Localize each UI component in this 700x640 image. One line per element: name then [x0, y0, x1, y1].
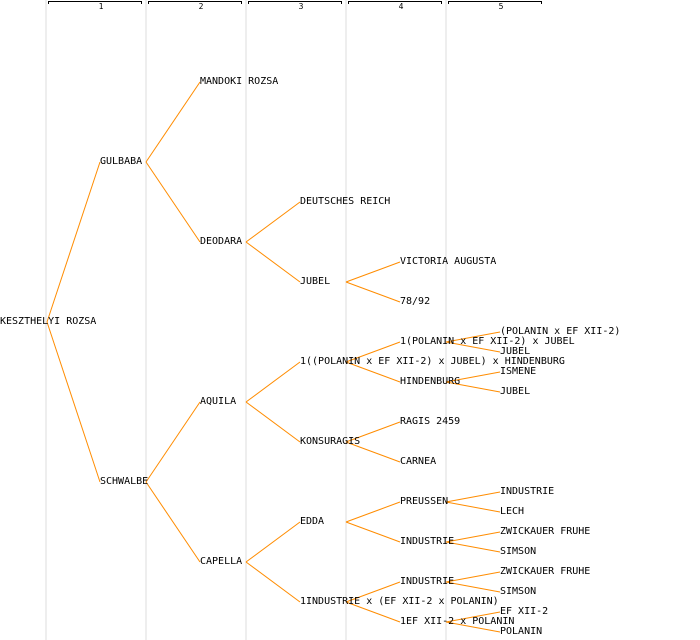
pedigree-node[interactable]: INDUSTRIE	[400, 536, 455, 547]
pedigree-node[interactable]: (POLANIN x EF XII-2)	[500, 326, 621, 337]
pedigree-node[interactable]: RAGIS 2459	[400, 416, 461, 427]
pedigree-link	[145, 481, 201, 563]
pedigree-link	[145, 401, 201, 483]
pedigree-link	[345, 581, 401, 603]
pedigree-node[interactable]: MANDOKI ROZSA	[200, 76, 279, 87]
pedigree-link	[445, 371, 501, 383]
pedigree-node[interactable]: 78/92	[400, 296, 431, 307]
pedigree-node[interactable]: CAPELLA	[200, 556, 243, 567]
pedigree-link	[46, 161, 101, 323]
pedigree-node[interactable]: CARNEA	[400, 456, 437, 467]
generation-label: 4	[398, 2, 404, 11]
pedigree-node[interactable]: JUBEL	[500, 346, 531, 357]
generation-label: 5	[498, 2, 504, 11]
pedigree-node[interactable]: INDUSTRIE	[400, 576, 455, 587]
pedigree-link	[145, 161, 201, 243]
pedigree-node[interactable]: JUBEL	[500, 386, 531, 397]
pedigree-node[interactable]: KESZTHELYI ROZSA	[0, 316, 97, 327]
pedigree-node[interactable]: VICTORIA AUGUSTA	[400, 256, 497, 267]
pedigree-link	[445, 501, 501, 513]
generation-bracket-3	[248, 1, 342, 4]
pedigree-link	[345, 361, 401, 383]
pedigree-node[interactable]: POLANIN	[500, 626, 543, 637]
pedigree-link	[445, 381, 501, 393]
pedigree-link	[445, 491, 501, 503]
pedigree-link	[345, 341, 401, 363]
pedigree-node[interactable]: KONSURAGIS	[300, 436, 361, 447]
pedigree-link	[345, 601, 401, 623]
pedigree-node[interactable]: SIMSON	[500, 586, 537, 597]
pedigree-node[interactable]: 1((POLANIN x EF XII-2) x JUBEL) x HINDEN…	[300, 356, 565, 367]
generation-label: 2	[198, 2, 204, 11]
generation-bracket-2	[148, 1, 242, 4]
pedigree-link	[445, 621, 501, 633]
pedigree-link	[445, 571, 501, 583]
generation-bracket-4	[348, 1, 442, 4]
pedigree-link	[245, 201, 301, 243]
pedigree-node[interactable]: 1INDUSTRIE x (EF XII-2 x POLANIN)	[300, 596, 499, 607]
pedigree-link	[445, 531, 501, 543]
pedigree-link	[46, 321, 101, 483]
pedigree-node[interactable]: AQUILA	[200, 396, 237, 407]
pedigree-link	[245, 521, 301, 563]
generation-bracket-1	[48, 1, 142, 4]
generation-column-2	[145, 0, 147, 640]
pedigree-link	[445, 581, 501, 593]
generation-column-1	[45, 0, 47, 640]
pedigree-link	[345, 281, 401, 303]
pedigree-link	[445, 541, 501, 553]
pedigree-node[interactable]: ISMENE	[500, 366, 537, 377]
pedigree-node[interactable]: DEODARA	[200, 236, 243, 247]
pedigree-link	[445, 331, 501, 343]
pedigree-link	[245, 561, 301, 603]
pedigree-node[interactable]: HINDENBURG	[400, 376, 461, 387]
pedigree-node[interactable]: 1(POLANIN x EF XII-2) x JUBEL	[400, 336, 575, 347]
pedigree-node[interactable]: SCHWALBE	[100, 476, 149, 487]
pedigree-node[interactable]: PREUSSEN	[400, 496, 449, 507]
pedigree-link	[345, 501, 401, 523]
pedigree-link	[345, 521, 401, 543]
pedigree-node[interactable]: SIMSON	[500, 546, 537, 557]
pedigree-node[interactable]: EF XII-2	[500, 606, 549, 617]
generation-label: 1	[98, 2, 104, 11]
pedigree-link	[245, 241, 301, 283]
pedigree-node[interactable]: LECH	[500, 506, 525, 517]
pedigree-link	[245, 361, 301, 403]
pedigree-node[interactable]: EDDA	[300, 516, 325, 527]
pedigree-node[interactable]: ZWICKAUER FRUHE	[500, 526, 591, 537]
generation-column-4	[345, 0, 347, 640]
pedigree-link	[245, 401, 301, 443]
generation-label: 3	[298, 2, 304, 11]
generation-column-5	[445, 0, 447, 640]
pedigree-node[interactable]: INDUSTRIE	[500, 486, 555, 497]
pedigree-link	[345, 261, 401, 283]
pedigree-link	[145, 81, 201, 163]
pedigree-link	[345, 421, 401, 443]
pedigree-node[interactable]: JUBEL	[300, 276, 331, 287]
pedigree-node[interactable]: DEUTSCHES REICH	[300, 196, 391, 207]
generation-bracket-5	[448, 1, 542, 4]
pedigree-node[interactable]: GULBABA	[100, 156, 143, 167]
pedigree-node[interactable]: ZWICKAUER FRUHE	[500, 566, 591, 577]
pedigree-link	[345, 441, 401, 463]
pedigree-link	[445, 611, 501, 623]
pedigree-link	[445, 341, 501, 353]
pedigree-node[interactable]: 1EF XII-2 x POLANIN	[400, 616, 515, 627]
generation-column-3	[245, 0, 247, 640]
